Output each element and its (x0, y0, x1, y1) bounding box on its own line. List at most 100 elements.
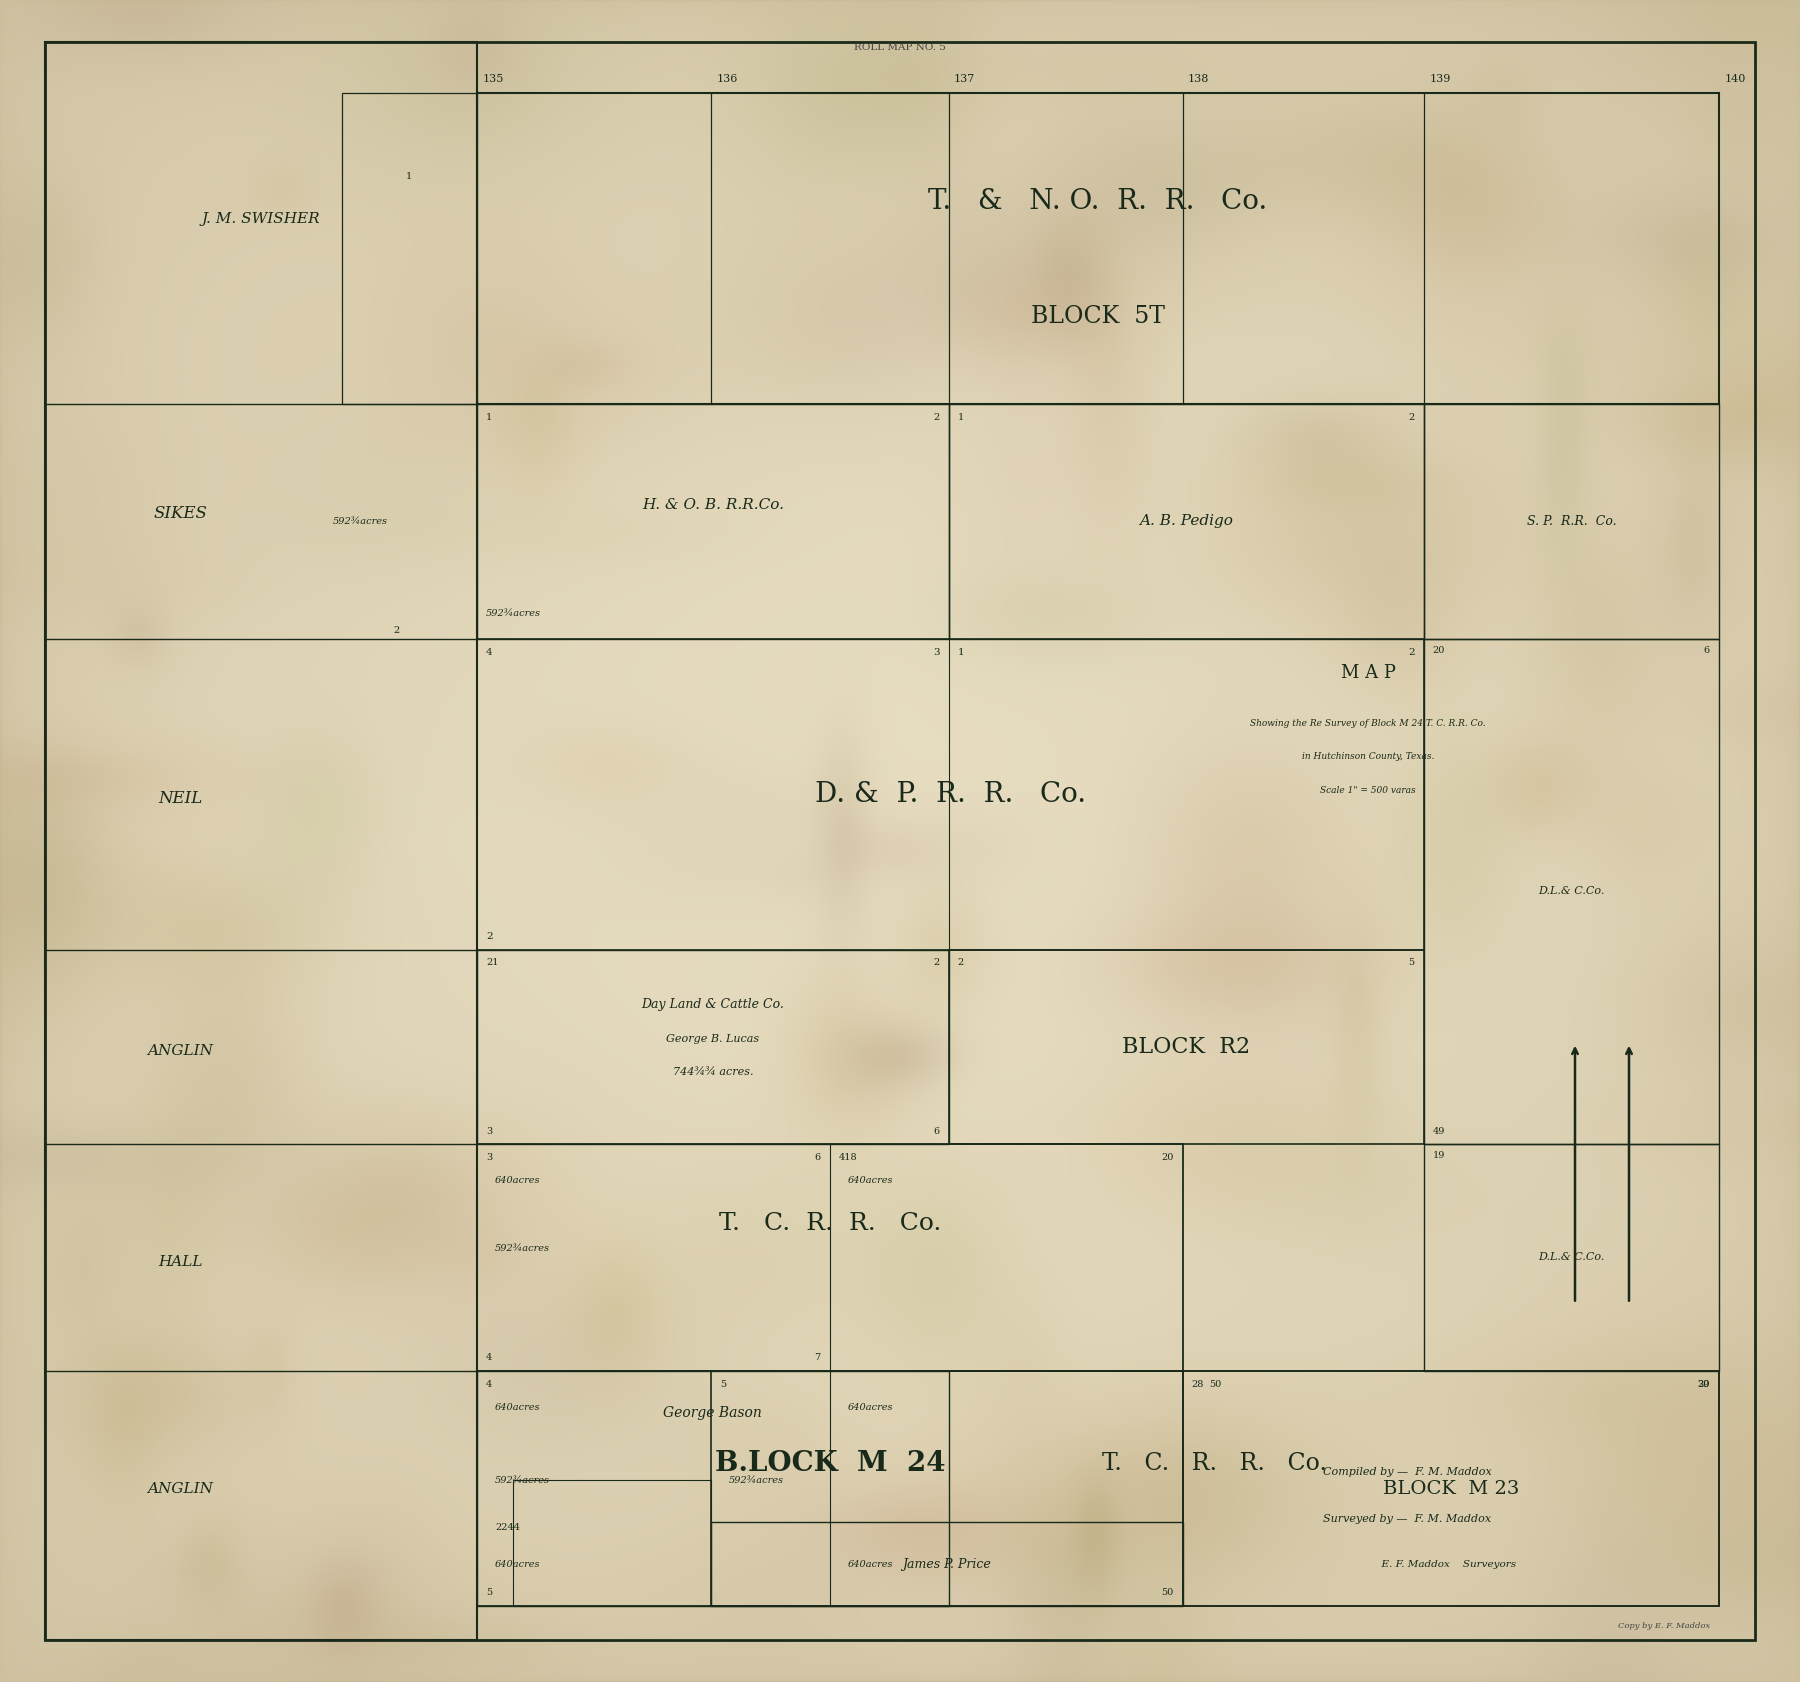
Text: 5: 5 (1409, 957, 1415, 967)
Text: H. & O. B. R.R.Co.: H. & O. B. R.R.Co. (643, 498, 783, 511)
Text: 2: 2 (958, 957, 963, 967)
Bar (711, 1371, 1719, 1606)
Text: 1: 1 (958, 648, 965, 658)
Bar (949, 950, 1424, 1144)
Bar (1424, 639, 1719, 1144)
Text: 592¾acres: 592¾acres (333, 516, 387, 526)
Text: 640acres: 640acres (848, 1559, 893, 1569)
Text: 640acres: 640acres (495, 1403, 540, 1413)
Text: 2: 2 (392, 626, 400, 636)
Bar (477, 639, 1424, 950)
Bar (477, 1144, 1183, 1371)
Bar (342, 93, 477, 404)
Text: SIKES: SIKES (153, 505, 207, 521)
Text: 20: 20 (1433, 646, 1445, 656)
Text: 139: 139 (1429, 74, 1451, 84)
Bar (477, 1371, 949, 1606)
Text: 3: 3 (486, 1152, 491, 1162)
Text: 135: 135 (482, 74, 504, 84)
Text: A. B. Pedigo: A. B. Pedigo (1139, 515, 1233, 528)
Text: 2244: 2244 (495, 1522, 520, 1532)
Text: 1: 1 (486, 412, 491, 422)
Text: 2: 2 (934, 412, 940, 422)
Text: 4: 4 (486, 648, 493, 658)
Bar (477, 404, 949, 639)
Text: 2: 2 (1408, 648, 1415, 658)
Text: 50: 50 (1210, 1379, 1220, 1389)
Text: D.L.& C.Co.: D.L.& C.Co. (1539, 886, 1604, 897)
Text: T.   &   N. O.  R.  R.   Co.: T. & N. O. R. R. Co. (929, 188, 1267, 215)
Text: BLOCK  M 23: BLOCK M 23 (1382, 1480, 1519, 1497)
Bar (1424, 1144, 1719, 1371)
Text: Surveyed by —  F. M. Maddox: Surveyed by — F. M. Maddox (1323, 1514, 1490, 1524)
Text: 640acres: 640acres (495, 1176, 540, 1186)
Text: ROLL MAP NO. 5: ROLL MAP NO. 5 (853, 42, 947, 52)
Text: 744¾¾ acres.: 744¾¾ acres. (673, 1068, 752, 1076)
Text: 6: 6 (1705, 646, 1710, 656)
Text: 136: 136 (716, 74, 738, 84)
Text: 140: 140 (1724, 74, 1746, 84)
Text: 640acres: 640acres (848, 1403, 893, 1413)
Text: S. P.  R.R.  Co.: S. P. R.R. Co. (1526, 515, 1616, 528)
Text: Copy by E. F. Maddox: Copy by E. F. Maddox (1618, 1623, 1710, 1630)
Text: 418: 418 (839, 1152, 857, 1162)
Text: D. &  P.  R.  R.   Co.: D. & P. R. R. Co. (815, 780, 1085, 809)
Text: 592¾acres: 592¾acres (486, 609, 542, 619)
Text: 1: 1 (958, 412, 963, 422)
Text: 19: 19 (1433, 1150, 1445, 1161)
Text: 137: 137 (954, 74, 976, 84)
Text: 30: 30 (1697, 1379, 1710, 1389)
Text: George B. Lucas: George B. Lucas (666, 1034, 760, 1043)
Text: ANGLIN: ANGLIN (148, 1482, 212, 1495)
Text: 4: 4 (486, 1379, 491, 1389)
Text: 28: 28 (1192, 1379, 1204, 1389)
Text: 3: 3 (486, 1127, 491, 1137)
Text: 1: 1 (405, 172, 412, 182)
Text: 49: 49 (1433, 1127, 1445, 1137)
Text: 5: 5 (720, 1379, 725, 1389)
Text: 29: 29 (1697, 1379, 1710, 1389)
Text: Showing the Re Survey of Block M 24 T. C. R.R. Co.: Showing the Re Survey of Block M 24 T. C… (1251, 718, 1485, 728)
Text: Day Land & Cattle Co.: Day Land & Cattle Co. (641, 999, 785, 1011)
Text: 2: 2 (934, 957, 940, 967)
Text: D.L.& C.Co.: D.L.& C.Co. (1539, 1253, 1604, 1262)
Bar (477, 1371, 1183, 1606)
Text: M A P: M A P (1341, 664, 1395, 681)
Text: 20: 20 (1161, 1152, 1174, 1162)
Text: 640acres: 640acres (848, 1176, 893, 1186)
Text: Scale 1" = 500 varas: Scale 1" = 500 varas (1319, 785, 1417, 796)
Text: E. F. Maddox    Surveyors: E. F. Maddox Surveyors (1323, 1559, 1516, 1569)
Bar (477, 93, 1719, 404)
Text: T.   C.  R.  R.   Co.: T. C. R. R. Co. (718, 1213, 941, 1235)
Text: 7: 7 (815, 1352, 821, 1362)
Text: 138: 138 (1188, 74, 1210, 84)
Text: 592¾acres: 592¾acres (495, 1475, 551, 1485)
Text: BLOCK  R2: BLOCK R2 (1121, 1036, 1251, 1058)
Bar (1183, 1371, 1719, 1606)
Text: 6: 6 (815, 1152, 821, 1162)
Text: 592¾acres: 592¾acres (495, 1245, 551, 1253)
Text: J. M. SWISHER: J. M. SWISHER (202, 212, 320, 225)
Text: HALL: HALL (158, 1255, 202, 1268)
Text: 5: 5 (486, 1588, 491, 1598)
Text: 2: 2 (1409, 412, 1415, 422)
Bar (711, 1522, 1183, 1606)
Text: Compiled by —  F. M. Maddox: Compiled by — F. M. Maddox (1323, 1467, 1492, 1477)
Text: T.   C.   R.   R.   Co.: T. C. R. R. Co. (1102, 1452, 1328, 1475)
Bar (513, 1480, 711, 1606)
Text: 21: 21 (486, 957, 499, 967)
Text: 592¾acres: 592¾acres (729, 1475, 785, 1485)
Text: 2: 2 (486, 932, 493, 942)
Text: 6: 6 (934, 1127, 940, 1137)
Bar (45, 42, 477, 1640)
Text: 3: 3 (932, 648, 940, 658)
Text: 4: 4 (486, 1352, 491, 1362)
Bar (949, 404, 1424, 639)
Text: 50: 50 (1161, 1588, 1174, 1598)
Bar (1424, 404, 1719, 639)
Text: ANGLIN: ANGLIN (148, 1045, 212, 1058)
Text: B.LOCK  M  24: B.LOCK M 24 (715, 1450, 945, 1477)
Bar (477, 950, 949, 1144)
Text: in Hutchinson County, Texas.: in Hutchinson County, Texas. (1301, 752, 1435, 762)
Text: 640acres: 640acres (495, 1559, 540, 1569)
